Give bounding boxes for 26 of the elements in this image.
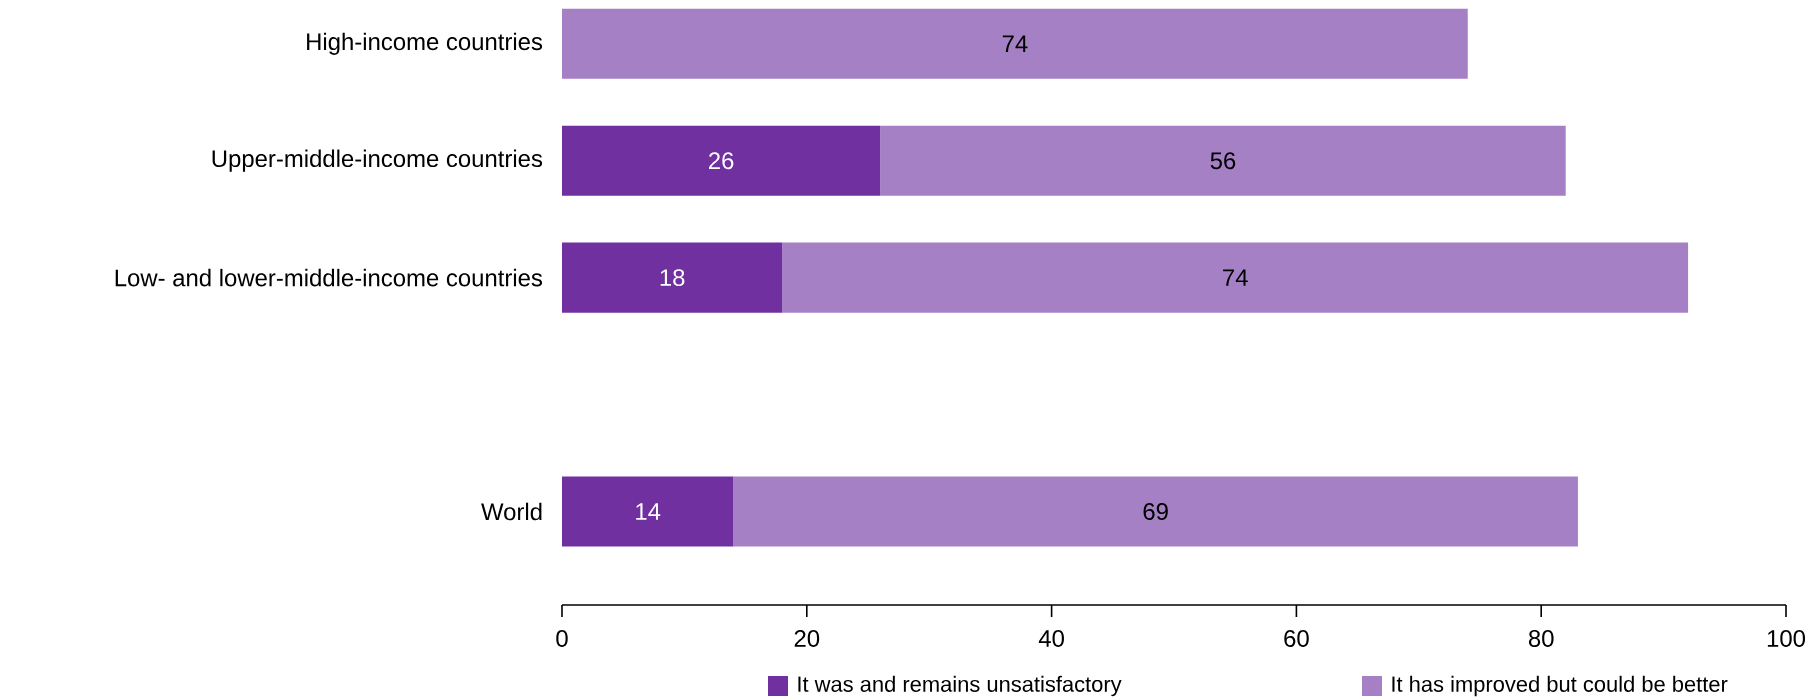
x-tick-label: 60 bbox=[1284, 629, 1309, 647]
x-tick-label: 0 bbox=[556, 629, 568, 647]
data-label: 74 bbox=[1002, 35, 1028, 52]
bar bbox=[733, 476, 1578, 547]
data-label: 56 bbox=[1210, 152, 1236, 170]
data-label: 14 bbox=[636, 503, 661, 520]
y-tick-label: High-income countries bbox=[307, 32, 543, 55]
y-tick-label: Low- and lower-middle-income countries bbox=[115, 268, 543, 287]
bar bbox=[561, 125, 881, 196]
bar bbox=[561, 8, 1468, 79]
bar bbox=[782, 242, 1689, 313]
legend-label: It has improved but could be better bbox=[1392, 675, 1728, 697]
x-tick-label: 80 bbox=[1528, 629, 1554, 647]
y-tick-label: World bbox=[481, 502, 542, 521]
data-label: 18 bbox=[660, 269, 685, 287]
x-tick-label: 100 bbox=[1767, 629, 1806, 647]
bar bbox=[561, 242, 783, 313]
bar bbox=[561, 476, 734, 547]
data-label: 69 bbox=[1143, 503, 1168, 520]
x-tick-label: 20 bbox=[794, 629, 820, 647]
data-label: 26 bbox=[709, 152, 734, 170]
data-label: 74 bbox=[1223, 269, 1248, 286]
y-tick-label: Upper-middle-income countries bbox=[212, 149, 543, 172]
x-tick-label: 40 bbox=[1038, 629, 1064, 647]
legend-label: It was and remains unsatisfactory bbox=[798, 675, 1122, 697]
bar bbox=[880, 125, 1566, 196]
